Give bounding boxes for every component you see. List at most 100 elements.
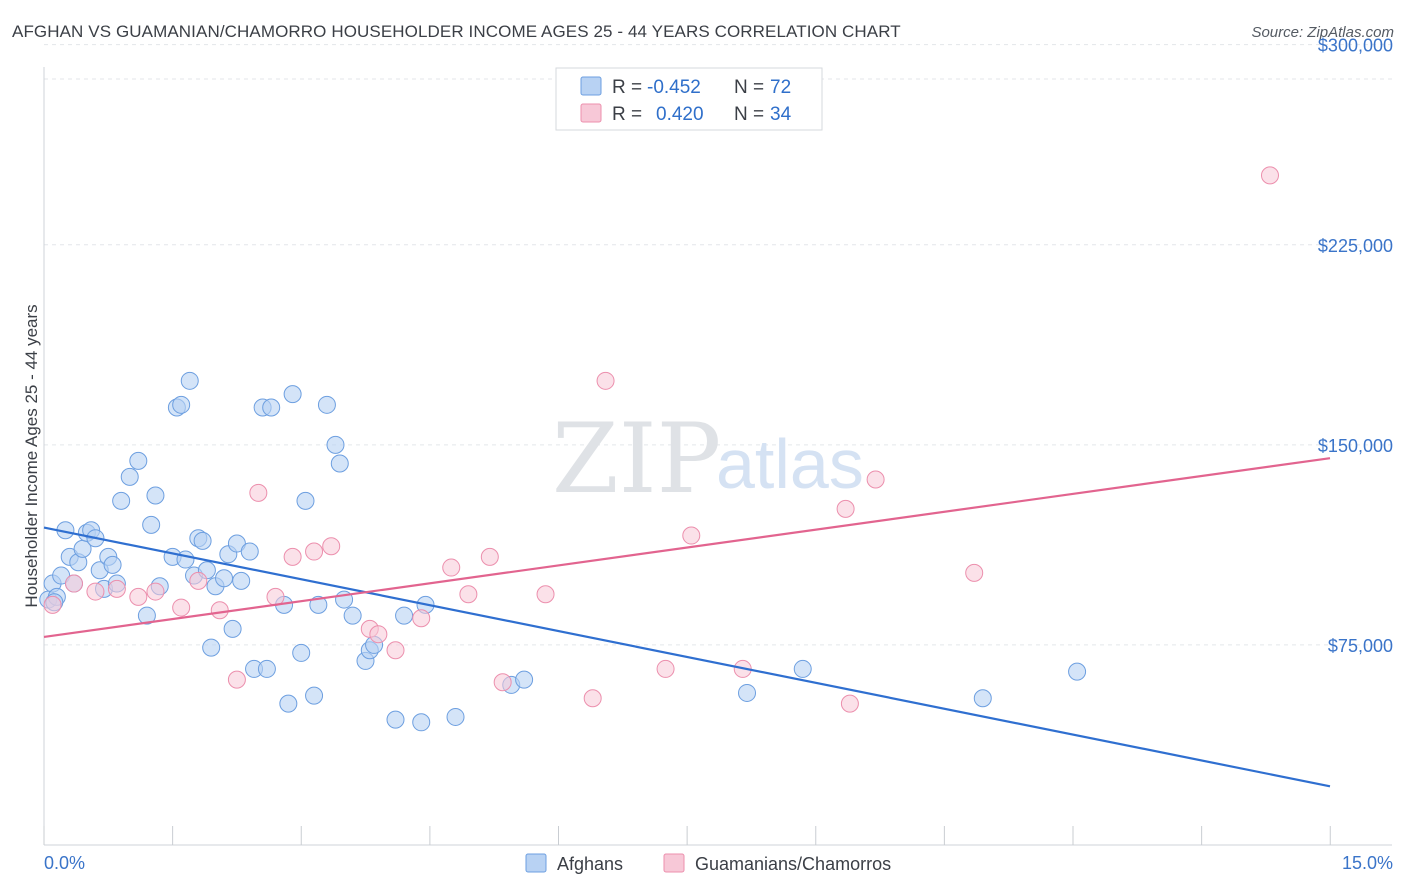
legend-guam-n-value: 34	[770, 104, 792, 125]
legend-afghans-r-value: -0.452	[647, 77, 701, 98]
point-afghans	[227, 534, 246, 553]
point-guam	[172, 598, 191, 617]
point-afghans	[257, 659, 276, 678]
point-guam	[129, 587, 148, 606]
point-guam	[1260, 166, 1279, 185]
point-afghans	[142, 515, 161, 534]
y-axis-label: Householder Income Ages 25 - 44 years	[22, 304, 41, 607]
point-afghans	[193, 531, 212, 550]
legend-guam-n-label: N =	[734, 104, 764, 125]
point-afghans	[292, 643, 311, 662]
point-guam	[386, 641, 405, 660]
x-tick-label-min: 0.0%	[44, 853, 85, 873]
point-afghans	[215, 569, 234, 588]
bottom-legend-afghans: Afghans	[557, 854, 623, 874]
legend-swatch-guam	[580, 103, 602, 123]
point-guam	[583, 689, 602, 708]
chart-title: AFGHAN VS GUAMANIAN/CHAMORRO HOUSEHOLDER…	[12, 22, 901, 41]
point-guam	[305, 542, 324, 561]
point-afghans	[180, 371, 199, 390]
point-afghans	[137, 606, 156, 625]
point-guam	[682, 526, 701, 545]
y-tick-labels: $75,000 $150,000 $225,000 $300,000	[1318, 36, 1393, 656]
source-label: Source: ZipAtlas.com	[1251, 24, 1394, 41]
point-guam	[107, 579, 126, 598]
point-guam	[369, 625, 388, 644]
point-afghans	[172, 395, 191, 414]
point-afghans	[202, 638, 221, 657]
point-afghans	[232, 571, 251, 590]
point-guam	[227, 670, 246, 689]
point-afghans	[103, 555, 122, 574]
point-guam	[480, 547, 499, 566]
point-guam	[596, 371, 615, 390]
point-afghans	[262, 398, 281, 417]
point-afghans	[412, 713, 431, 732]
point-afghans	[176, 550, 195, 569]
stats-legend: R = -0.452 N = 72 R = 0.420 N = 34	[555, 67, 823, 131]
point-guam	[836, 499, 855, 518]
bottom-legend-swatch-afghans	[525, 853, 547, 873]
point-guam	[86, 582, 105, 601]
point-afghans	[223, 619, 242, 638]
point-afghans	[343, 606, 362, 625]
point-guam	[493, 673, 512, 692]
point-afghans	[129, 451, 148, 470]
trendline-afghans	[43, 526, 1331, 788]
point-afghans	[283, 385, 302, 404]
point-afghans	[446, 707, 465, 726]
bottom-legend-swatch-guam	[663, 853, 685, 873]
y-tick-label: $75,000	[1328, 636, 1393, 656]
point-afghans	[973, 689, 992, 708]
point-guam	[459, 585, 478, 604]
trendline-guam	[43, 457, 1331, 639]
point-guam	[249, 483, 268, 502]
legend-guam-r-label: R =	[612, 104, 642, 125]
point-afghans	[330, 454, 349, 473]
point-guam	[146, 582, 165, 601]
point-afghans	[305, 686, 324, 705]
axes	[43, 67, 1392, 846]
point-afghans	[146, 486, 165, 505]
watermark-zip: ZIP	[552, 403, 721, 515]
trend-lines	[43, 457, 1331, 788]
point-guam	[965, 563, 984, 582]
legend-afghans-n-value: 72	[770, 77, 791, 98]
point-afghans	[112, 491, 131, 510]
point-afghans	[120, 467, 139, 486]
point-afghans	[240, 542, 259, 561]
x-tick-label-max: 15.0%	[1342, 853, 1393, 873]
legend-swatch-afghans	[580, 76, 602, 96]
point-afghans	[793, 659, 812, 678]
point-afghans	[326, 435, 345, 454]
point-afghans	[738, 683, 757, 702]
point-guam	[442, 558, 461, 577]
point-guam	[656, 659, 675, 678]
point-guam	[43, 595, 62, 614]
watermark-atlas: atlas	[716, 425, 864, 503]
point-guam	[866, 470, 885, 489]
y-tick-label: $300,000	[1318, 36, 1393, 56]
y-tick-label: $225,000	[1318, 236, 1393, 256]
point-afghans	[515, 670, 534, 689]
series-guam-points	[43, 166, 1279, 713]
point-afghans	[309, 595, 328, 614]
x-ticks	[43, 826, 1331, 845]
point-guam	[536, 585, 555, 604]
point-guam	[189, 571, 208, 590]
point-afghans	[317, 395, 336, 414]
point-afghans	[279, 694, 298, 713]
point-afghans	[52, 566, 71, 585]
series-legend: Afghans Guamanians/Chamorros	[525, 853, 891, 874]
point-guam	[412, 609, 431, 628]
bottom-legend-guam: Guamanians/Chamorros	[695, 854, 891, 874]
point-guam	[210, 601, 229, 620]
point-guam	[322, 537, 341, 556]
point-afghans	[296, 491, 315, 510]
y-tick-label: $150,000	[1318, 436, 1393, 456]
point-guam	[65, 574, 84, 593]
point-afghans	[386, 710, 405, 729]
point-guam	[283, 547, 302, 566]
point-afghans	[1068, 662, 1087, 681]
